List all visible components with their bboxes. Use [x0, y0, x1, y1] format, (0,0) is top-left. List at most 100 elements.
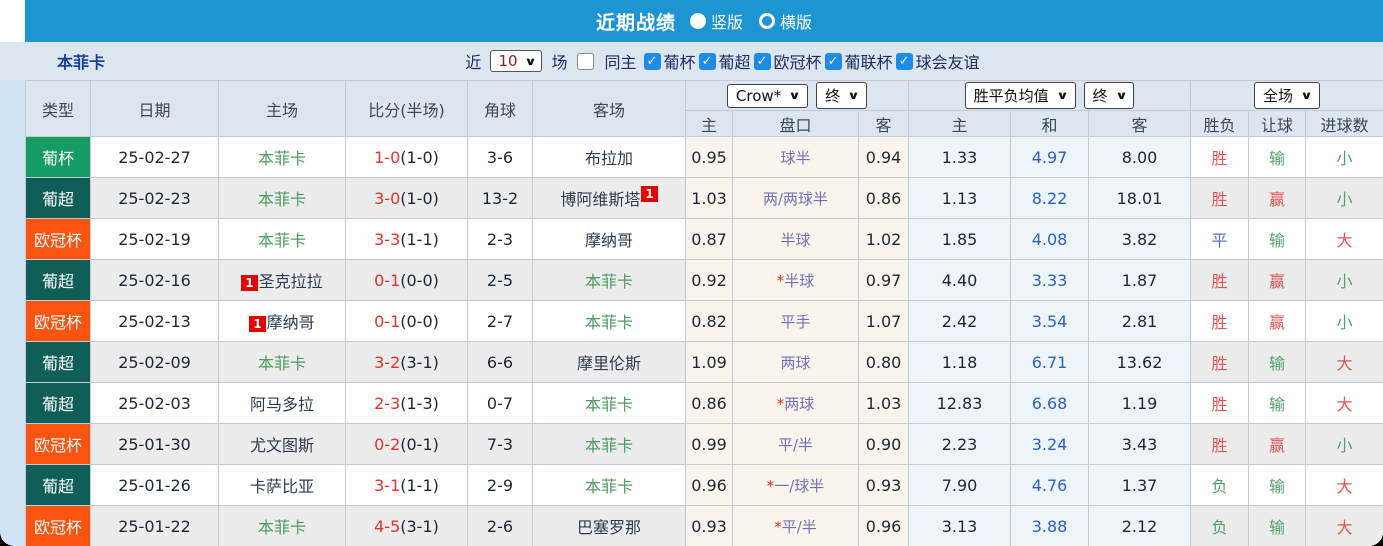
odds-away: 1.07: [857, 300, 910, 342]
competition-checkbox[interactable]: ✓: [753, 52, 771, 70]
odds-away: 0.86: [857, 177, 910, 219]
table-row: 葡超 25-02-23 本菲卡 3-0(1-0) 13-2 博阿维斯塔 1 1.0…: [25, 177, 1383, 219]
col-header-handicap-result: 让球: [1248, 110, 1307, 137]
scope-selector-group: 全场 ∨: [1190, 80, 1383, 111]
col-header-avg-away: 客: [1088, 110, 1192, 137]
competition-checkbox[interactable]: ✓: [643, 52, 661, 70]
handicap: *平/半: [732, 505, 859, 546]
result-wdl: 胜: [1190, 300, 1250, 342]
col-header-odds-away: 客: [857, 110, 910, 137]
result-wdl: 平: [1190, 218, 1250, 260]
layout-radio-group: 竖版 横版: [689, 9, 812, 33]
avg-time-select[interactable]: 终 ∨: [1083, 82, 1135, 109]
odds-away: 0.97: [857, 259, 910, 301]
match-date: 25-02-23: [90, 177, 219, 219]
match-date: 25-01-30: [90, 423, 219, 465]
away-team: 布拉加: [532, 136, 686, 178]
scope-select[interactable]: 全场 ∨: [1254, 82, 1320, 109]
corner-score: 2-5: [467, 259, 533, 301]
result-goals: 小: [1305, 423, 1383, 465]
avg-home: 1.33: [908, 136, 1012, 178]
competition-checkbox[interactable]: ✓: [895, 52, 913, 70]
recent-label: 近: [465, 53, 482, 72]
radio-vertical-layout[interactable]: 竖版: [689, 9, 743, 33]
avg-draw: 3.24: [1010, 423, 1090, 465]
recent-count-select[interactable]: 10 ∨: [490, 50, 543, 72]
home-team: 本菲卡: [218, 505, 346, 546]
handicap: 平/半: [732, 423, 859, 465]
col-header-away: 客场: [532, 80, 686, 137]
handicap: 两球: [732, 341, 859, 383]
chevron-down-icon: ∨: [1300, 89, 1313, 102]
avg-away: 2.12: [1088, 505, 1192, 546]
home-team: 卡萨比亚: [218, 464, 346, 506]
match-date: 25-02-27: [90, 136, 219, 178]
home-team: 本菲卡: [218, 136, 346, 178]
odds-away: 0.90: [857, 423, 910, 465]
competition-label: 葡联杯: [844, 53, 893, 72]
odds-source-select[interactable]: Crow* ∨: [726, 83, 809, 108]
handicap: *两球: [732, 382, 859, 424]
competition-badge: 欧冠杯: [25, 300, 91, 342]
avg-away: 1.37: [1088, 464, 1192, 506]
table-row: 葡超 25-02-03 阿马多拉 2-3(1-3) 0-7 本菲卡 0.86 *…: [25, 382, 1383, 424]
competition-badge: 葡超: [25, 177, 91, 219]
result-handicap: 输: [1248, 505, 1307, 546]
result-handicap: 输: [1248, 136, 1307, 178]
competition-checkbox[interactable]: ✓: [824, 52, 842, 70]
odds-away: 0.93: [857, 464, 910, 506]
same-home-checkbox[interactable]: [577, 52, 595, 70]
home-team: 本菲卡: [218, 218, 346, 260]
col-header-home: 主场: [218, 80, 346, 137]
col-header-handicap: 盘口: [732, 110, 859, 137]
result-wdl: 胜: [1190, 382, 1250, 424]
competition-filters: ✓ 葡杯 ✓ 葡超 ✓ 欧冠杯 ✓ 葡联杯 ✓ 球会友谊: [641, 49, 980, 73]
avg-home: 1.18: [908, 341, 1012, 383]
avg-draw: 6.68: [1010, 382, 1090, 424]
competition-badge: 葡超: [25, 382, 91, 424]
odds-home: 1.09: [685, 341, 733, 383]
chevron-down-icon: ∨: [847, 89, 860, 102]
col-header-odds-home: 主: [685, 110, 733, 137]
avg-away: 2.81: [1088, 300, 1192, 342]
handicap: 平手: [732, 300, 859, 342]
corner-score: 2-3: [467, 218, 533, 260]
avg-draw: 4.97: [1010, 136, 1090, 178]
odds-time-select[interactable]: 终 ∨: [816, 82, 868, 109]
team-name: 本菲卡: [57, 53, 106, 72]
competition-label: 欧冠杯: [773, 53, 822, 72]
avg-home: 2.42: [908, 300, 1012, 342]
odds-away: 1.03: [857, 382, 910, 424]
score: 0-1(0-0): [345, 300, 468, 342]
result-wdl: 胜: [1190, 259, 1250, 301]
avg-source-select[interactable]: 胜平负均值 ∨: [964, 82, 1076, 109]
result-handicap: 赢: [1248, 423, 1307, 465]
odds-home: 1.03: [685, 177, 733, 219]
radio-unselected-icon[interactable]: [759, 13, 775, 29]
radio-selected-icon[interactable]: [689, 13, 706, 29]
avg-home: 1.85: [908, 218, 1012, 260]
corner-score: 0-7: [467, 382, 533, 424]
corner-score: 7-3: [467, 423, 533, 465]
score: 4-5(3-1): [345, 505, 468, 546]
result-wdl: 负: [1190, 464, 1250, 506]
competition-badge: 葡超: [25, 341, 91, 383]
avg-draw: 3.88: [1010, 505, 1090, 546]
avg-home: 4.40: [908, 259, 1012, 301]
competition-filter-item: ✓ 球会友谊: [893, 49, 980, 73]
avg-draw: 4.08: [1010, 218, 1090, 260]
home-team: 本菲卡: [218, 341, 346, 383]
competition-filter-item: ✓ 欧冠杯: [751, 49, 822, 73]
score: 3-0(1-0): [345, 177, 468, 219]
odds-home: 0.93: [685, 505, 733, 546]
away-team: 本菲卡: [532, 300, 686, 342]
radio-horizontal-layout[interactable]: 横版: [759, 9, 812, 33]
handicap: *一/球半: [732, 464, 859, 506]
odds-home: 0.96: [685, 464, 733, 506]
chevron-down-icon: ∨: [788, 89, 801, 102]
competition-checkbox[interactable]: ✓: [698, 52, 716, 70]
result-goals: 小: [1305, 300, 1383, 342]
result-wdl: 胜: [1190, 177, 1250, 219]
handicap: *半球: [732, 259, 859, 301]
